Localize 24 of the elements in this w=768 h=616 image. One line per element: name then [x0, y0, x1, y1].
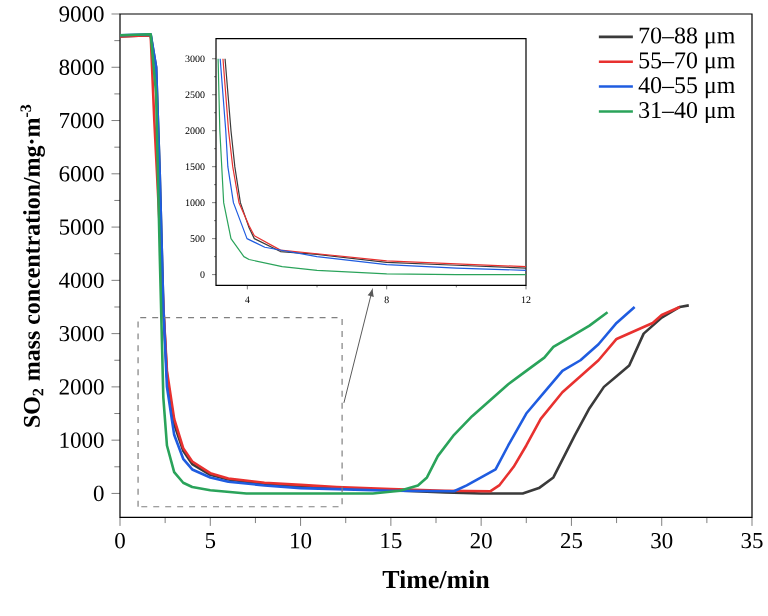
x-tick-label: 15	[381, 532, 402, 549]
y-tick-label: 6000	[59, 166, 104, 182]
y-tick-label: 9000	[59, 6, 104, 22]
y-axis-title: SO$_{2}$ mass concentration/mg·m$^{-3}$	[20, 104, 45, 427]
legend-label: 40–55 μm	[638, 77, 735, 99]
y-tick-label: 0	[93, 485, 104, 502]
y-tick-label: 5000	[59, 219, 104, 235]
legend-label: 70–88 μm	[639, 27, 735, 49]
x-tick-label: 25	[560, 532, 582, 549]
x-tick-label: 10	[291, 532, 312, 549]
y-tick-label: 3000	[59, 325, 104, 342]
y-tick-label: 7000	[60, 112, 104, 129]
legend-label: 31–40 μm	[639, 101, 735, 124]
y-tick-label: 2000	[59, 379, 104, 395]
x-tick-label: 35	[741, 532, 763, 549]
x-tick-label: 20	[470, 532, 492, 549]
x-tick-label: 0	[115, 532, 125, 549]
x-tick-label: 5	[205, 532, 216, 549]
x-tick-label: 30	[651, 532, 673, 549]
legend-label: 55–70 μm	[639, 52, 735, 74]
y-tick-label: 1000	[60, 432, 104, 448]
y-tick-label: 4000	[59, 272, 104, 289]
y-tick-label: 8000	[59, 59, 104, 75]
x-axis-title: Time/min	[382, 570, 490, 589]
